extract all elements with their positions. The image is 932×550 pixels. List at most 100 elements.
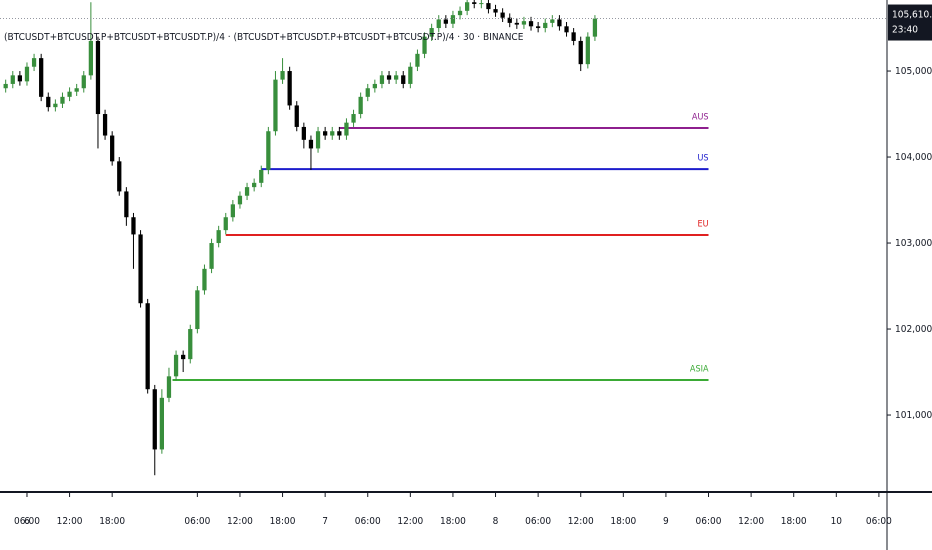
candle-body [259,169,264,183]
candle-body [479,3,484,5]
x-tick-label: 06:00 [525,516,551,527]
candle-body [450,15,456,24]
candle-body [53,103,58,108]
candle-body [486,3,491,10]
x-tick-label: 18:00 [610,516,636,527]
candle-body [521,21,527,25]
price-tag [888,4,932,41]
x-tick-label: 06:00 [184,516,210,527]
candle-body [344,122,349,136]
candle-body [166,376,172,398]
candle-body [443,19,448,24]
candle-body [3,83,8,89]
x-tick-label: 18:00 [781,516,807,527]
candle-body [564,26,569,33]
candle-body [394,75,399,80]
candle-body [536,26,541,29]
candle-body [188,329,193,360]
candle-body [557,19,562,27]
candle-body [386,75,392,80]
candle-body [252,182,257,188]
x-tick-label: 7 [322,516,328,527]
candle-body [46,96,51,108]
x-tick-label: 18:00 [440,516,466,527]
candle-body [514,22,519,25]
x-tick-label: 12:00 [57,516,83,527]
x-tick-label: 06:00 [866,516,892,527]
candle-body [571,32,576,41]
candle-body [237,195,243,205]
x-tick-label: 12:00 [227,516,253,527]
x-tick-label: 6 [24,516,30,527]
candle-body [102,114,108,136]
candle-body [465,2,470,11]
candle-body [67,91,72,97]
candle-body [507,17,512,23]
candle-body [181,354,186,360]
candle-body [365,88,370,97]
candle-body [415,53,420,67]
candle-body [592,18,598,37]
candle-body [408,66,413,84]
candle-body [173,354,179,377]
candle-body [145,303,150,390]
y-tick-label: 105,000.00 [895,66,932,77]
candle-body [223,217,228,231]
price-tag-value: 105,610.58 [892,10,932,21]
x-tick-label: 12:00 [568,516,594,527]
x-tick-label: 9 [663,516,669,527]
y-tick-label: 103,000.00 [895,238,932,249]
candle-body [337,131,342,136]
level-label: ASIA [690,365,709,375]
y-tick-label: 102,000.00 [895,324,932,335]
x-tick-label: 06:00 [696,516,722,527]
candle-body [422,36,427,54]
candle-body [585,36,590,65]
candle-body [31,58,37,67]
x-tick-label: 06:00 [355,516,381,527]
candle-body [266,131,271,170]
candle-body [152,389,157,450]
candle-body [216,230,221,244]
candle-body [280,71,285,80]
candle-body [287,71,292,106]
x-tick-label: 06:00 [14,516,40,527]
level-label: AUS [692,113,709,123]
level-label: US [697,154,708,164]
level-label: EU [697,220,708,230]
candle-body [500,12,505,18]
candle-body [379,75,385,84]
candle-body [195,290,200,330]
candle-body [315,131,321,149]
candle-body [60,96,65,104]
candle-body [429,28,434,37]
candle-body [323,131,328,136]
candle-body [95,40,101,115]
candle-body [330,131,335,136]
candle-body [209,243,214,269]
candle-body [436,19,441,29]
candle-body [124,191,129,218]
candle-body [230,204,235,218]
x-tick-label: 10 [831,516,843,527]
candle-body [472,2,477,4]
y-tick-label: 101,000.00 [895,410,932,421]
candle-body [401,75,406,84]
candle-body [131,217,136,235]
price-tag-countdown: 23:40 [892,25,918,36]
candle-body [81,75,86,89]
candle-body [543,22,548,29]
candle-body [74,88,79,92]
chart-title: (BTCUSDT+BTCUSDT.P+BTCUSDT+BTCUSDT.P)/4 … [4,32,524,43]
candle-body [88,40,94,76]
candle-body [308,139,314,149]
candle-body [457,10,463,16]
x-tick-label: 18:00 [99,516,125,527]
candle-body [17,75,23,82]
candle-body [24,66,30,82]
candle-body [351,114,356,123]
candle-body [10,75,15,84]
x-tick-label: 12:00 [397,516,423,527]
